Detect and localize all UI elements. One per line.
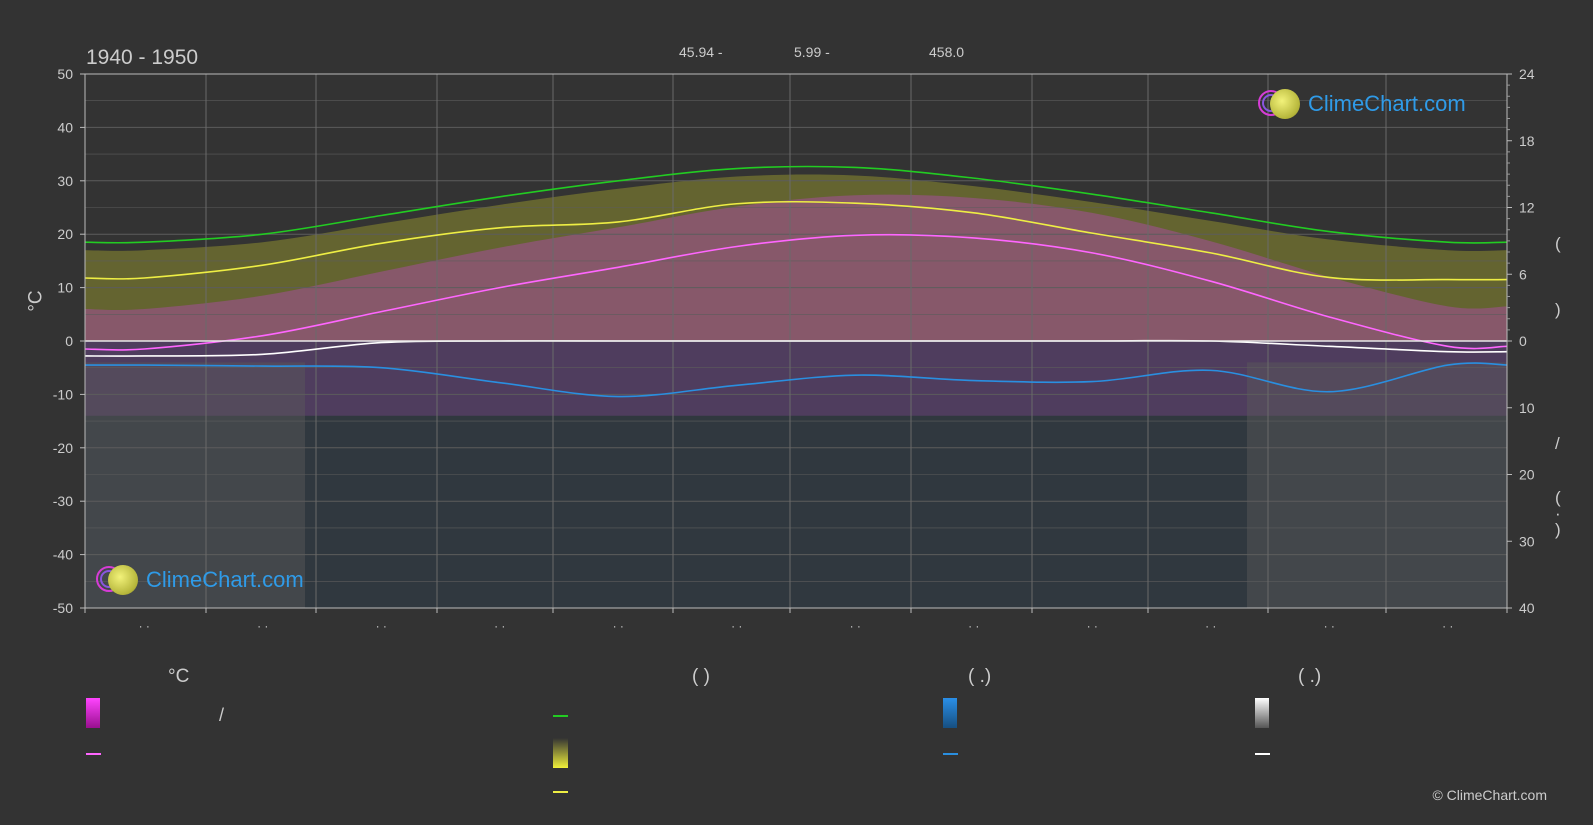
left-tick-label: -30 [53, 493, 73, 509]
x-tick-label: · · [257, 619, 268, 633]
x-tick-label: · · [731, 619, 742, 633]
temperature-band [85, 194, 1507, 416]
left-tick-label: 50 [57, 66, 73, 82]
right-tick-label: 18 [1519, 133, 1535, 149]
left-tick-label: 20 [57, 226, 73, 242]
right-label-char: / [1555, 434, 1560, 453]
copyright: © ClimeChart.com [1432, 787, 1547, 803]
axes: 50 40 30 20 10 0 -10 -20 -30 -40 -50 24 18 12 6 0 10 20 30… [53, 66, 1535, 633]
stat-mid: 5.99 - [794, 44, 830, 60]
right-tick-label: 20 [1519, 467, 1535, 483]
legend-temp-range-label: / [219, 705, 225, 725]
logo-icon [1258, 88, 1300, 120]
right-label-char: ) [1555, 300, 1561, 319]
right-tick-label: 6 [1519, 266, 1527, 282]
right-tick-label: 0 [1519, 333, 1527, 349]
x-tick-label: · · [494, 619, 505, 633]
x-tick-label: · · [1087, 619, 1098, 633]
legend-temp-range-swatch [86, 698, 100, 728]
series-line-daylight [84, 165, 1508, 244]
stat-total: 458.0 [929, 44, 965, 60]
series-line-temp_mean [84, 233, 1508, 351]
logo-icon [96, 564, 138, 596]
right-label-char: ) [1555, 520, 1561, 539]
x-tick-label: · · [968, 619, 979, 633]
logo-text: ClimeChart.com [1308, 91, 1466, 116]
right-tick-label: 40 [1519, 600, 1535, 616]
right-tick-label: 10 [1519, 400, 1535, 416]
right-label-char: · [1555, 504, 1561, 523]
left-tick-label: 10 [57, 280, 73, 296]
x-tick-label: · · [139, 619, 150, 633]
left-tick-label: -10 [53, 386, 73, 402]
x-tick-label: · · [1442, 619, 1453, 633]
right-tick-label: 12 [1519, 200, 1535, 216]
right-label-char: ( [1555, 234, 1561, 253]
legend-rain-range-swatch [943, 698, 957, 728]
legend-sunshine-range-swatch [553, 738, 568, 768]
snow-band-right [1247, 362, 1507, 608]
right-tick-label: 30 [1519, 533, 1535, 549]
period-label: 1940 - 1950 [86, 46, 199, 69]
legend-header-snow: ( .) [1298, 666, 1322, 687]
legend-snow-range-swatch [1255, 698, 1269, 728]
logo-bottom[interactable]: ClimeChart.com [96, 564, 304, 596]
x-tick-label: · · [613, 619, 624, 633]
x-tick-label: · · [1205, 619, 1216, 633]
left-tick-label: 0 [65, 333, 73, 349]
right-tick-label: 24 [1519, 66, 1535, 82]
left-tick-label: -20 [53, 440, 73, 456]
left-tick-label: -40 [53, 547, 73, 563]
left-axis-unit: °C [25, 290, 47, 312]
left-tick-label: 30 [57, 173, 73, 189]
series-lines [84, 165, 1508, 398]
legend-header-temperature: °C [168, 666, 190, 687]
left-tick-label: -50 [53, 600, 73, 616]
x-tick-label: · · [376, 619, 387, 633]
legend-swatches [86, 698, 1270, 793]
legend-header-sunshine: ( ) [692, 666, 710, 687]
series-line-rain_mean [84, 362, 1508, 398]
series-line-sunshine_mean [84, 200, 1508, 281]
right-label-char: ( [1555, 488, 1561, 507]
x-tick-label: · · [1324, 619, 1335, 633]
logo-text: ClimeChart.com [146, 567, 304, 592]
stat-max: 45.94 - [679, 44, 723, 60]
logo-top[interactable]: ClimeChart.com [1258, 88, 1466, 120]
x-tick-label: · · [850, 619, 861, 633]
left-tick-label: 40 [57, 119, 73, 135]
legend-header-rain: ( .) [968, 666, 992, 687]
